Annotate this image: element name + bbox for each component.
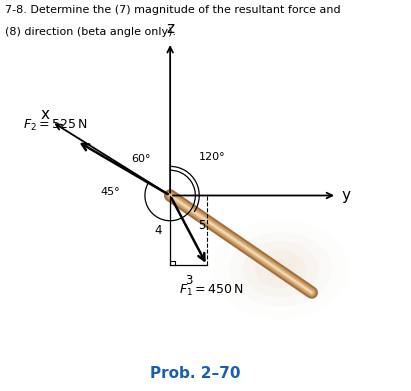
Text: x: x [40, 107, 49, 122]
Text: $F_1 = 450\,\mathrm{N}$: $F_1 = 450\,\mathrm{N}$ [179, 283, 243, 298]
Text: 120°: 120° [199, 152, 226, 161]
Text: 4: 4 [154, 224, 162, 237]
Text: (8) direction (beta angle only).: (8) direction (beta angle only). [5, 27, 176, 38]
Text: 3: 3 [185, 274, 192, 287]
Text: $F_2 = 525\,\mathrm{N}$: $F_2 = 525\,\mathrm{N}$ [23, 118, 87, 133]
Text: 7-8. Determine the (7) magnitude of the resultant force and: 7-8. Determine the (7) magnitude of the … [5, 5, 341, 15]
Text: 60°: 60° [131, 154, 151, 163]
Text: Prob. 2–70: Prob. 2–70 [150, 366, 240, 381]
Text: 45°: 45° [100, 187, 120, 197]
Ellipse shape [229, 232, 332, 307]
Ellipse shape [242, 241, 319, 297]
Text: z: z [166, 21, 174, 36]
Text: y: y [342, 188, 351, 203]
Ellipse shape [268, 260, 293, 278]
Ellipse shape [255, 251, 306, 288]
Text: 5: 5 [198, 219, 206, 232]
